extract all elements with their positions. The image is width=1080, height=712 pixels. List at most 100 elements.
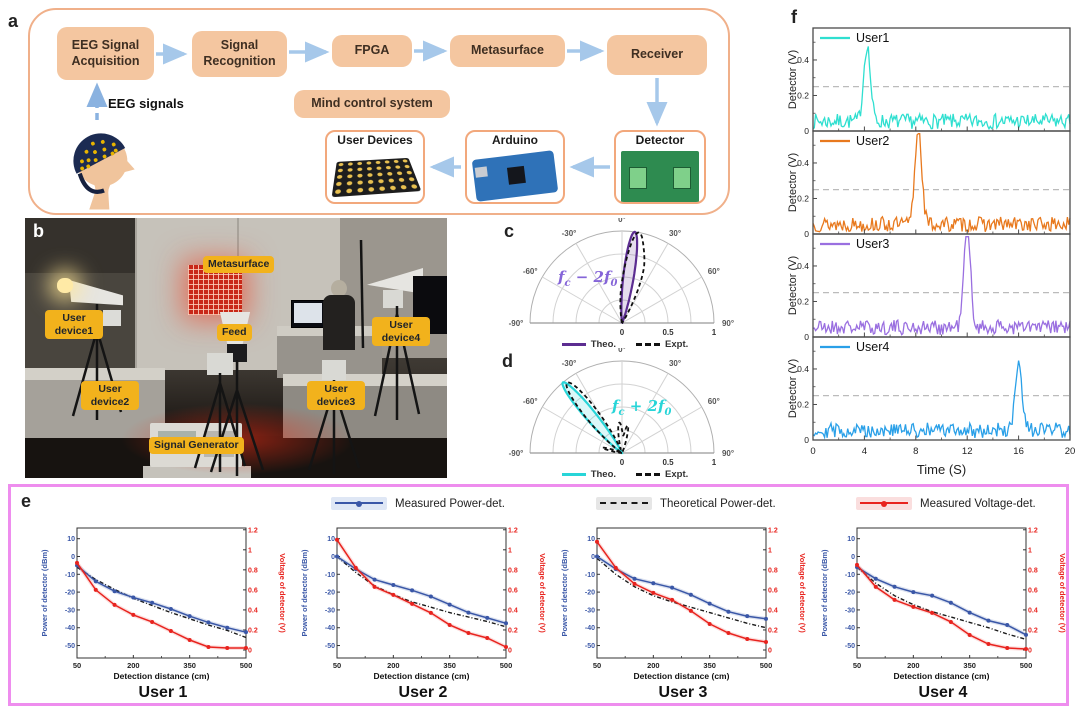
svg-text:-60°: -60° xyxy=(523,267,538,276)
svg-text:Time (S): Time (S) xyxy=(917,462,966,477)
svg-text:User3: User3 xyxy=(856,237,889,251)
svg-text:0.2: 0.2 xyxy=(797,90,809,100)
device2-unit xyxy=(207,353,233,375)
monitor-screen xyxy=(294,303,322,323)
lamp xyxy=(57,278,73,293)
svg-text:0: 0 xyxy=(620,328,625,337)
svg-text:1: 1 xyxy=(712,458,717,467)
svg-text:1.2: 1.2 xyxy=(248,527,258,534)
svg-text:0: 0 xyxy=(851,554,855,561)
svg-text:User4: User4 xyxy=(856,340,889,354)
svg-text:1: 1 xyxy=(248,547,252,554)
svg-text:-10: -10 xyxy=(65,572,75,579)
svg-text:-30: -30 xyxy=(845,607,855,614)
label-user-device3: User device3 xyxy=(307,381,365,411)
photo-ceiling xyxy=(25,218,143,278)
label-user-device2: User device2 xyxy=(81,381,139,411)
svg-text:60°: 60° xyxy=(708,397,720,406)
svg-text:-50: -50 xyxy=(585,643,595,650)
svg-text:10: 10 xyxy=(327,536,335,543)
theo-label: Theo. xyxy=(590,339,617,350)
svg-text:0.6: 0.6 xyxy=(508,587,518,594)
svg-text:0.4: 0.4 xyxy=(508,607,518,614)
svg-text:0.6: 0.6 xyxy=(768,587,778,594)
person-head xyxy=(331,280,347,297)
svg-text:12: 12 xyxy=(962,446,973,457)
theo-label: Theo. xyxy=(590,469,617,480)
svg-text:-10: -10 xyxy=(845,572,855,579)
svg-text:0.2: 0.2 xyxy=(768,627,778,634)
svg-text:User2: User2 xyxy=(856,134,889,148)
svg-text:200: 200 xyxy=(127,661,140,670)
expt-label: Expt. xyxy=(665,339,689,350)
svg-text:-30: -30 xyxy=(325,607,335,614)
svg-text:-30: -30 xyxy=(585,607,595,614)
svg-text:-60°: -60° xyxy=(523,397,538,406)
chin-strap xyxy=(77,172,105,194)
expt-line-sample xyxy=(636,343,661,346)
svg-text:0: 0 xyxy=(591,554,595,561)
power-chart-user4: 10 0 -10 -20 -30 -40 -50 0 0.2 0.4 0.6 0.8 1 1.2 50 200… xyxy=(820,527,1067,681)
svg-text:-10: -10 xyxy=(325,572,335,579)
panel-b-photo: b Metasurface Feed User device1 User dev… xyxy=(25,218,447,478)
svg-text:200: 200 xyxy=(387,661,400,670)
legend-theo: Theo. xyxy=(561,469,617,480)
svg-text:1: 1 xyxy=(768,547,772,554)
svg-text:Power of detector (dBm): Power of detector (dBm) xyxy=(820,549,829,637)
svg-text:0.4: 0.4 xyxy=(248,607,258,614)
svg-text:Voltage of detector (V): Voltage of detector (V) xyxy=(1058,553,1067,633)
svg-text:0.4: 0.4 xyxy=(797,364,809,374)
svg-text:Detection distance (cm): Detection distance (cm) xyxy=(114,671,210,681)
label-signal-generator: Signal Generator xyxy=(149,437,244,454)
flow-box-receiver: Receiver xyxy=(607,35,707,75)
svg-text:User1: User1 xyxy=(856,31,889,45)
svg-text:0.2: 0.2 xyxy=(797,399,809,409)
panel-d-label: d xyxy=(502,351,513,371)
theo-line-sample xyxy=(561,473,586,476)
svg-text:1.2: 1.2 xyxy=(508,527,518,534)
photo-left-desk-top xyxy=(25,368,165,380)
label-user-device4: User device4 xyxy=(372,317,430,347)
svg-text:500: 500 xyxy=(760,661,773,670)
svg-text:-40: -40 xyxy=(845,625,855,632)
svg-text:0°: 0° xyxy=(618,348,626,354)
svg-text:0.4: 0.4 xyxy=(797,158,809,168)
svg-text:-20: -20 xyxy=(65,590,75,597)
svg-text:-50: -50 xyxy=(845,643,855,650)
svg-text:Voltage of detector (V): Voltage of detector (V) xyxy=(798,553,807,633)
svg-text:350: 350 xyxy=(703,661,716,670)
polar-chart-d: -90° -60° -30° 0° 30° 60° 90° 0 0.5 1 xyxy=(509,348,734,467)
flow-arrows xyxy=(86,40,668,178)
device-box-arduino: Arduino xyxy=(465,130,565,204)
svg-text:Detector (V): Detector (V) xyxy=(787,153,799,212)
legend-measured-voltage: Measured Voltage-det. xyxy=(856,497,1036,510)
svg-text:0.5: 0.5 xyxy=(662,458,674,467)
svg-text:-50: -50 xyxy=(65,643,75,650)
device1-unit xyxy=(103,310,121,326)
svg-text:0.2: 0.2 xyxy=(248,627,258,634)
eeg-signals-label: EEG signals xyxy=(108,96,184,111)
svg-text:-40: -40 xyxy=(65,625,75,632)
svg-text:0.5: 0.5 xyxy=(662,328,674,337)
expt-line-sample xyxy=(636,473,661,476)
arduino-board-image xyxy=(471,150,559,202)
panel-c-label: c xyxy=(504,221,515,241)
svg-text:Power of detector (dBm): Power of detector (dBm) xyxy=(40,549,49,637)
polar-d-legend: Theo. Expt. xyxy=(535,469,715,480)
panel-a-flowchart: EEG Signal Acquisition Signal Recognitio… xyxy=(28,8,730,215)
svg-text:0: 0 xyxy=(804,435,809,445)
detector-time-series: 0 0.2 0.4 User1 Detector (V) 0 0.2 0.4 User2 Dete… xyxy=(787,27,1075,477)
svg-text:10: 10 xyxy=(67,536,75,543)
metasurface-panel xyxy=(188,265,242,315)
svg-text:-20: -20 xyxy=(845,590,855,597)
legend-measured-power: Measured Power-det. xyxy=(331,497,505,510)
svg-text:-90°: -90° xyxy=(509,319,524,328)
svg-text:0: 0 xyxy=(71,554,75,561)
flow-box-mind-control: Mind control system xyxy=(294,90,450,118)
svg-text:-10: -10 xyxy=(585,572,595,579)
svg-text:-50: -50 xyxy=(325,643,335,650)
legend-expt: Expt. xyxy=(636,469,688,480)
svg-text:1: 1 xyxy=(508,547,512,554)
svg-text:-30°: -30° xyxy=(562,229,577,238)
arduino-title: Arduino xyxy=(492,133,538,147)
